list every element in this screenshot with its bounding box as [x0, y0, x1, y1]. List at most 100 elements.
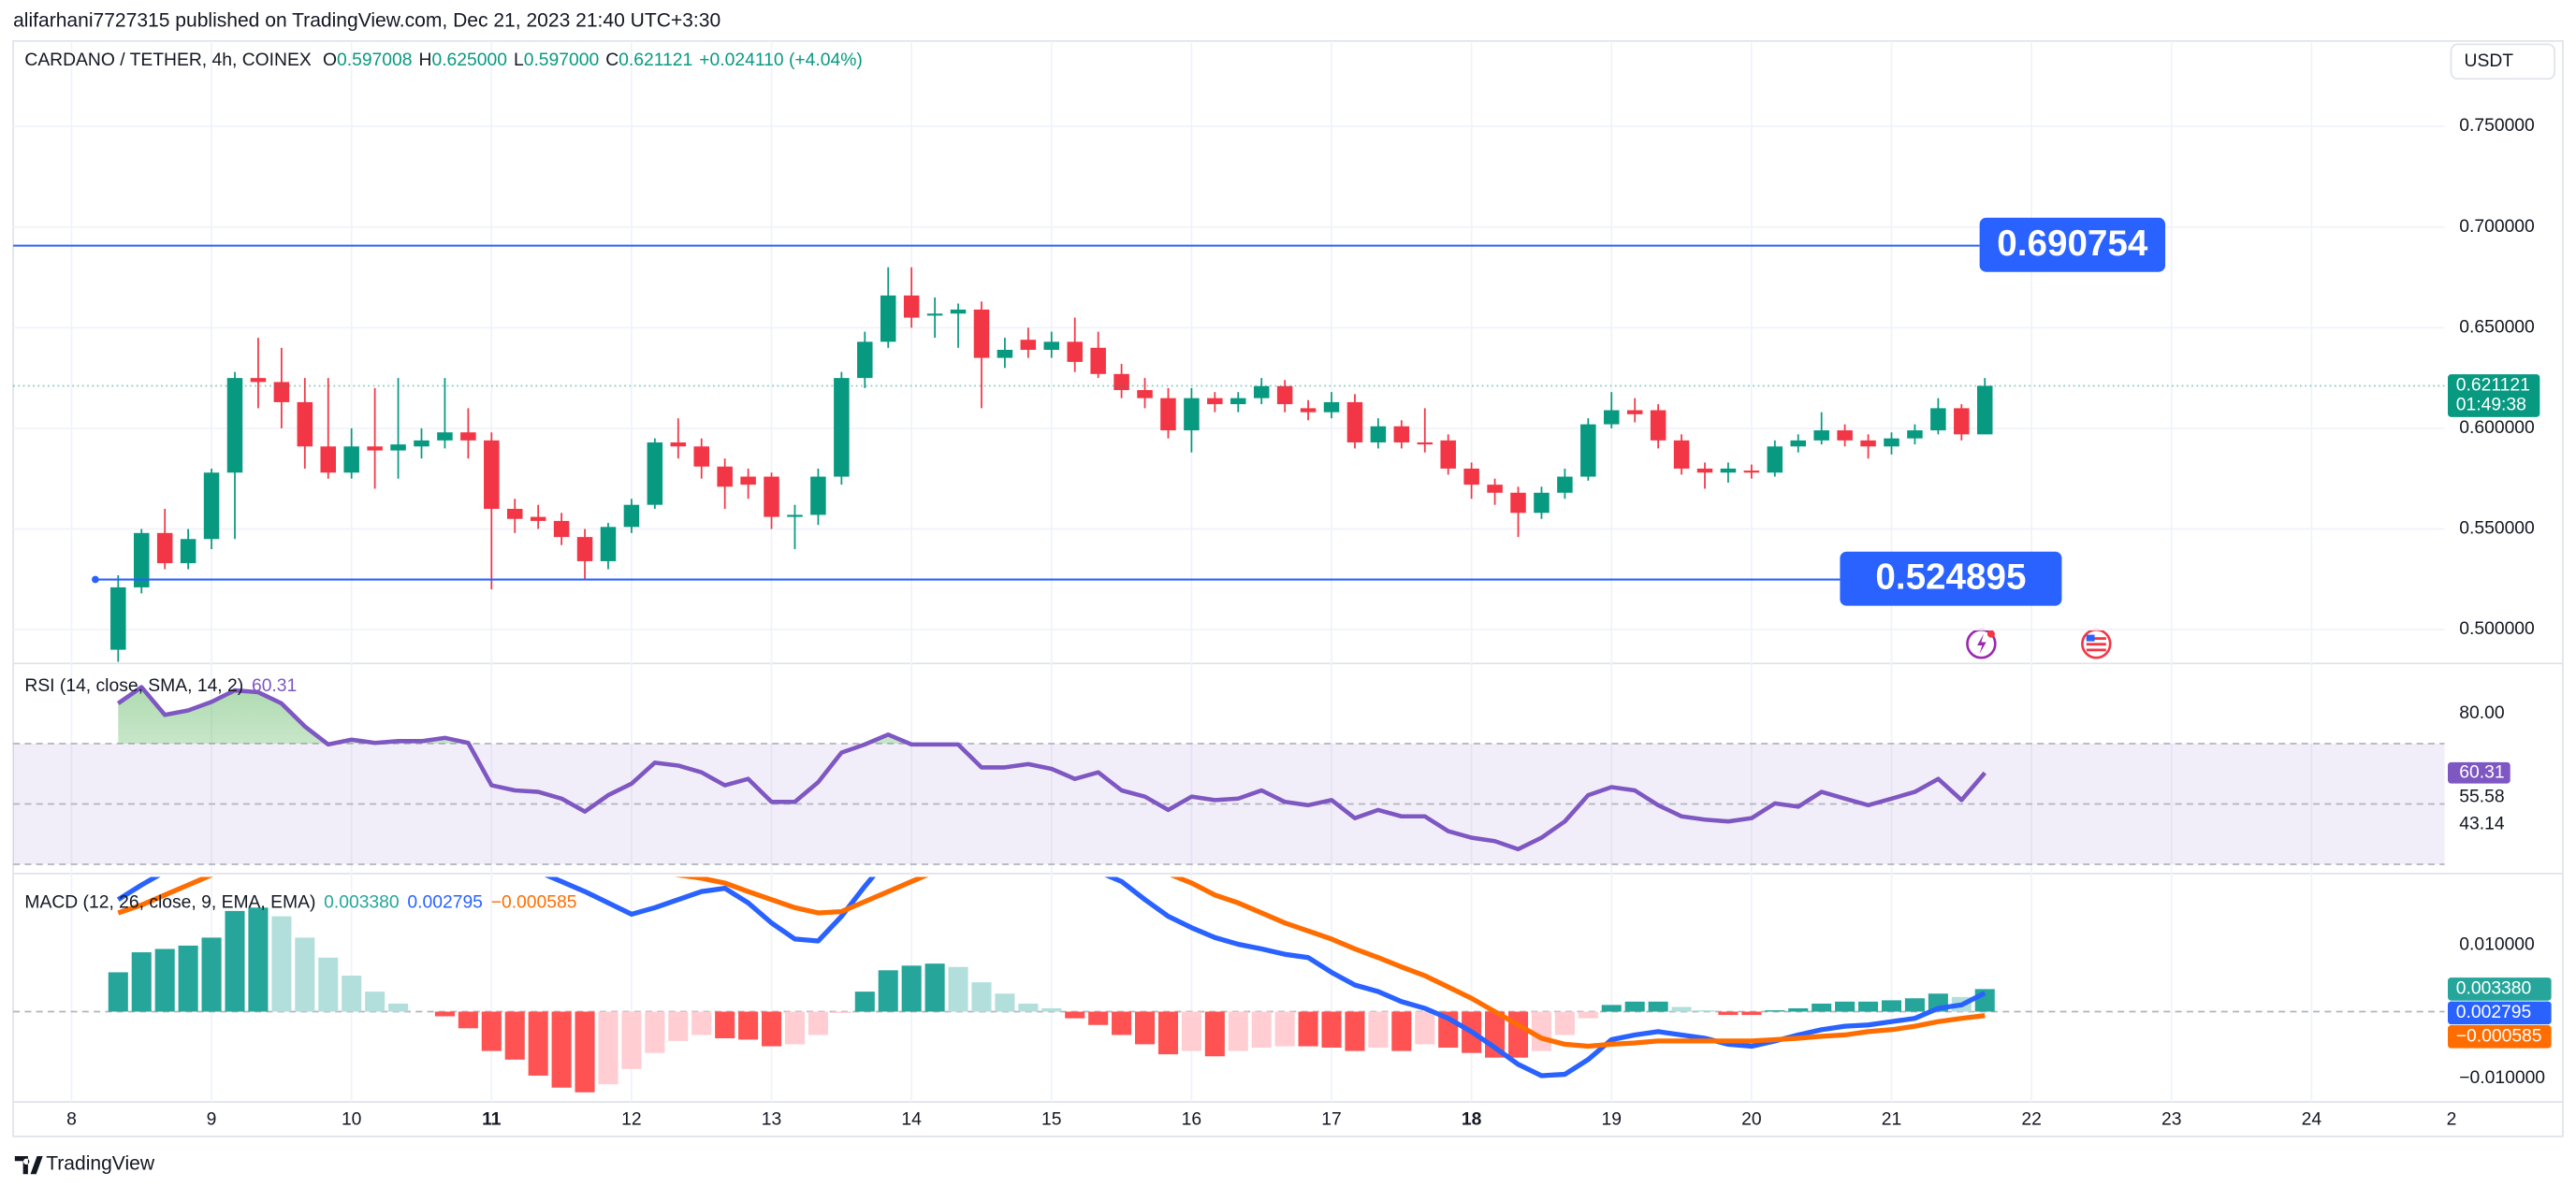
histogram-bar	[1788, 1007, 1809, 1012]
level-label: 0.690754	[1997, 224, 2148, 264]
candle-body	[1557, 476, 1573, 493]
histogram-bar	[1812, 1003, 1832, 1012]
histogram-bar	[434, 1011, 455, 1017]
histogram-bar	[1321, 1011, 1342, 1048]
histogram-bar	[971, 982, 992, 1012]
legend-key: C	[605, 51, 619, 70]
macd-value-label: −0.000585	[2456, 1026, 2542, 1046]
histogram-bar	[901, 965, 922, 1012]
candle-body	[1230, 398, 1246, 405]
candle-body	[320, 446, 336, 473]
histogram-bar	[948, 966, 968, 1012]
pane	[108, 876, 1995, 1093]
histogram-bar	[1578, 1011, 1598, 1019]
candle-body	[1300, 408, 1317, 413]
candle-body	[156, 532, 173, 564]
candle-body	[484, 440, 500, 509]
histogram-bar	[178, 945, 198, 1012]
x-tick-label: 20	[1741, 1109, 1761, 1129]
candle-body	[1790, 440, 1807, 447]
candle-body	[1393, 426, 1410, 442]
candle-body	[764, 476, 779, 517]
event-icon[interactable]	[1966, 628, 1997, 659]
x-tick-label: 12	[621, 1109, 641, 1129]
candle-body	[110, 586, 126, 650]
candle-body	[1323, 401, 1340, 413]
candle-body	[1673, 440, 1690, 469]
macd-line	[116, 876, 1987, 1078]
x-tick-label: 14	[901, 1109, 922, 1129]
y-tick-label: 0.010000	[2459, 934, 2535, 954]
candle-body	[1626, 410, 1643, 414]
histogram-bar	[668, 1011, 689, 1041]
histogram-bar	[1415, 1011, 1435, 1045]
candle-body	[1534, 492, 1550, 514]
histogram-bar	[1765, 1010, 1785, 1012]
rsi-marker-label: 60.31	[2459, 762, 2504, 782]
candle-body	[1137, 390, 1153, 398]
histogram-bar	[1718, 1011, 1739, 1016]
x-tick-label: 8	[66, 1109, 77, 1129]
macd-legend-value: −0.000585	[491, 893, 577, 913]
candle-body	[1884, 438, 1899, 447]
rsi-line	[116, 685, 1987, 852]
candle-body	[950, 309, 967, 314]
currency-button[interactable]	[2450, 43, 2556, 80]
histogram-bar	[715, 1011, 735, 1039]
candle-body	[460, 432, 476, 441]
histogram-bar	[831, 1011, 851, 1013]
countdown-label: 01:49:38	[2456, 396, 2526, 415]
x-tick-label: 17	[1321, 1109, 1341, 1129]
rsi-title: RSI (14, close, SMA, 14, 2)	[24, 676, 243, 696]
candle-body	[1184, 398, 1200, 431]
histogram-bar	[1041, 1007, 1062, 1012]
histogram-bar	[108, 972, 128, 1012]
macd-value-box	[2448, 1001, 2552, 1025]
histogram-bar	[481, 1011, 502, 1051]
candle-body	[903, 295, 920, 318]
macd-value-box	[2448, 1025, 2552, 1049]
candle-body	[1767, 446, 1783, 473]
histogram-bar	[1648, 1001, 1668, 1012]
candle-body	[857, 341, 873, 379]
histogram-bar	[1298, 1011, 1318, 1047]
macd-title: MACD (12, 26, close, 9, EMA, EMA)	[24, 893, 315, 913]
candle-body	[250, 378, 267, 383]
histogram-bar	[924, 963, 945, 1012]
candle-body	[1930, 408, 1946, 431]
x-tick-label: 15	[1041, 1109, 1061, 1129]
histogram-bar	[1835, 1001, 1856, 1012]
candle-body	[273, 382, 290, 402]
candle-body	[1020, 340, 1037, 350]
macd-value-box	[2448, 977, 2552, 1001]
histogram-bar	[1858, 1001, 1879, 1012]
histogram-bar	[878, 970, 898, 1012]
histogram-bar	[551, 1011, 572, 1088]
histogram-bar	[365, 992, 386, 1012]
currency-label[interactable]: USDT	[2465, 51, 2514, 71]
y-tick-label: 0.550000	[2459, 519, 2535, 539]
candle-body	[623, 504, 640, 528]
x-tick-label: 13	[762, 1109, 781, 1129]
histogram-bar	[1881, 1000, 1902, 1012]
candle-body	[226, 378, 243, 473]
macd-value-label: 0.003380	[2456, 979, 2531, 999]
macd-legend: MACD (12, 26, close, 9, EMA, EMA) 0.00338…	[24, 893, 576, 913]
histogram-bar	[645, 1011, 665, 1053]
histogram-bar	[388, 1003, 409, 1012]
histogram-bar	[1671, 1006, 1692, 1012]
candle-body	[1043, 341, 1060, 350]
candle-body	[1160, 398, 1176, 431]
legend-key: L	[514, 51, 524, 70]
histogram-bar	[738, 1011, 759, 1040]
candle-body	[1276, 385, 1293, 405]
flag-icon[interactable]	[2081, 628, 2112, 659]
candle-body	[1907, 430, 1923, 439]
histogram-bar	[318, 957, 339, 1012]
legend-change: +0.024110 (+4.04%)	[699, 51, 863, 70]
candle-body	[1113, 373, 1129, 391]
x-tick-label: 21	[1882, 1109, 1901, 1129]
symbol-legend: CARDANO / TETHER, 4h, COINEX O0.597008 H0.…	[24, 51, 862, 70]
histogram-bar	[248, 907, 269, 1012]
